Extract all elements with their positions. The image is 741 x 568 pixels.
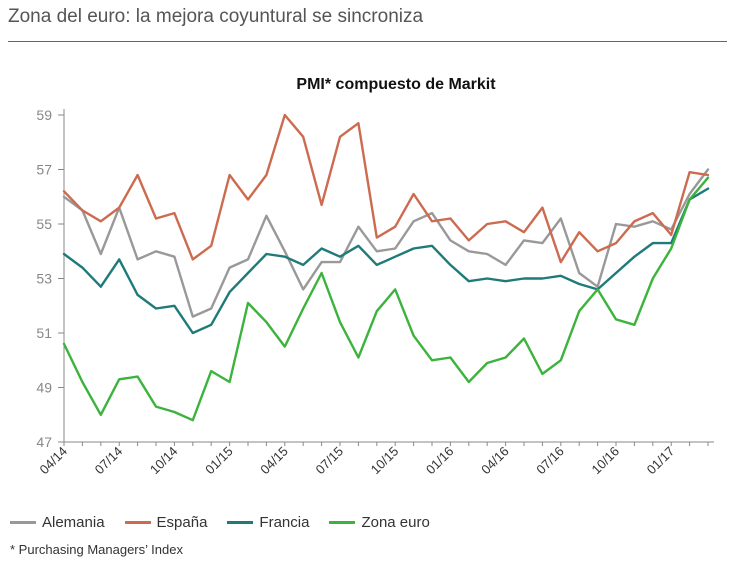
legend-item: Francia	[227, 514, 309, 531]
legend-swatch	[329, 521, 356, 524]
y-tick-label: 47	[36, 434, 52, 450]
legend-item: España	[124, 514, 208, 531]
x-tick-label: 01/15	[202, 444, 236, 478]
legend-swatch	[124, 521, 151, 524]
x-tick-label: 10/16	[589, 444, 623, 478]
legend-label: Alemania	[42, 514, 105, 531]
page-title: Zona del euro: la mejora coyuntural se s…	[8, 6, 424, 27]
x-tick-label: 04/16	[478, 444, 512, 478]
series-line-españa	[62, 113, 710, 264]
footnote: * Purchasing Managers’ Index	[10, 542, 183, 557]
legend-label: Francia	[259, 514, 310, 531]
legend-label: Zona euro	[361, 514, 430, 531]
series-line-alemania	[62, 168, 710, 318]
y-tick-label: 49	[36, 380, 52, 396]
legend-item: Alemania	[10, 514, 105, 531]
x-tick-label: 04/15	[257, 444, 291, 478]
x-tick-label: 07/15	[313, 444, 347, 478]
y-tick-label: 57	[36, 162, 52, 178]
x-tick-label: 10/14	[147, 444, 181, 478]
x-tick-label: 07/16	[533, 444, 567, 478]
legend-swatch	[227, 521, 254, 524]
line-chart: PMI* compuesto de Markit 47 49 51 53 55 57 59 0…	[36, 76, 714, 477]
x-tick-label: 10/15	[368, 444, 402, 478]
series-line-francia	[62, 187, 710, 335]
chart-legend: Alemania España Francia Zona euro	[10, 514, 450, 531]
title-divider	[8, 41, 727, 42]
y-tick-label: 55	[36, 216, 52, 232]
x-tick-label: 07/14	[92, 444, 126, 478]
legend-swatch	[10, 521, 36, 524]
legend-item: Zona euro	[329, 514, 430, 531]
y-tick-label: 59	[36, 107, 52, 123]
y-tick-label: 51	[36, 325, 52, 341]
y-tick-label: 53	[36, 271, 52, 287]
legend-label: España	[156, 514, 208, 531]
x-tick-label: 01/16	[423, 444, 457, 478]
chart-title: PMI* compuesto de Markit	[296, 76, 496, 93]
chart-series	[62, 113, 710, 422]
x-tick-label: 01/17	[644, 444, 678, 478]
series-line-zona-euro	[62, 176, 710, 422]
